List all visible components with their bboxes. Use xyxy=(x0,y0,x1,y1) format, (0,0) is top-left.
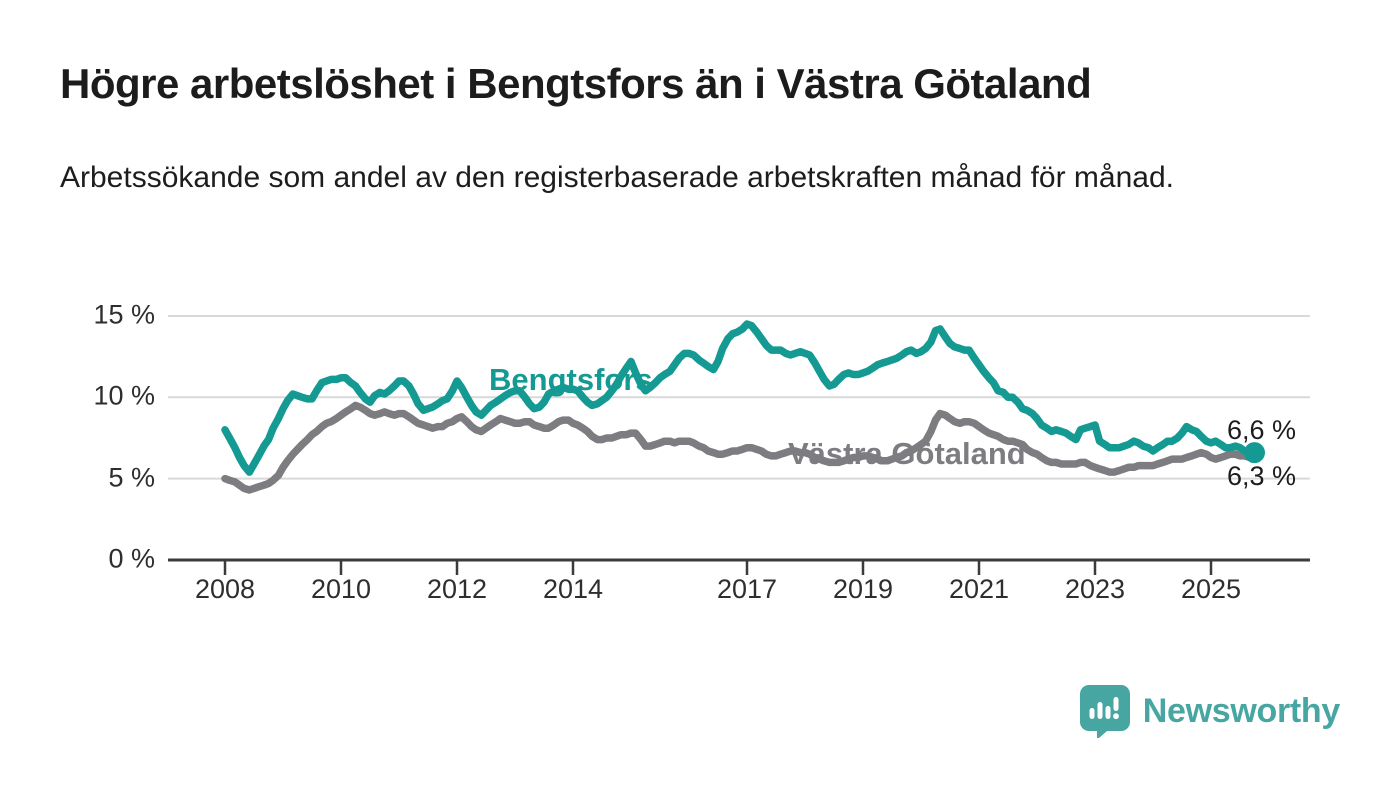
exclamation-dot xyxy=(1112,713,1119,720)
y-tick-label-5: 5 % xyxy=(108,461,155,492)
exclamation-bar xyxy=(1113,697,1119,711)
x-tick-label-2025: 2025 xyxy=(1180,574,1242,604)
end-value-label-vastra-gotaland: 6,3 % xyxy=(1227,461,1297,491)
x-tick-label-2017: 2017 xyxy=(716,574,778,604)
x-tick-label-2014: 2014 xyxy=(542,574,604,604)
end-value-label-bengtsfors: 6,6 % xyxy=(1227,415,1297,445)
series-label-bengtsfors: Bengtsfors xyxy=(489,362,653,397)
y-tick-label-10: 10 % xyxy=(93,380,155,411)
bar-chart-glyph xyxy=(1089,697,1119,720)
x-tick-label-2021: 2021 xyxy=(948,574,1010,604)
chart-subtitle: Arbetssökande som andel av den registerb… xyxy=(60,161,1174,194)
x-tick-label-2010: 2010 xyxy=(310,574,372,604)
series-label-vastra-gotaland: Västra Götaland xyxy=(788,436,1026,471)
speech-bubble-shape xyxy=(1079,685,1130,738)
brand-name: Newsworthy xyxy=(1142,691,1341,730)
series-line-v-stra-g-taland xyxy=(221,401,1259,494)
newsworthy-speech-bubble-icon xyxy=(1079,685,1130,738)
x-tick-label-2012: 2012 xyxy=(426,574,488,604)
x-tick-label-2008: 2008 xyxy=(194,574,256,604)
series-line-bengtsfors xyxy=(221,320,1259,476)
y-tick-label-0: 0 % xyxy=(108,543,155,574)
x-tick-label-2023: 2023 xyxy=(1064,574,1126,604)
x-tick-label-2019: 2019 xyxy=(832,574,894,604)
newsworthy-logo: Newsworthy xyxy=(1079,684,1340,738)
page-title: Högre arbetslöshet i Bengtsfors än i Väs… xyxy=(60,60,1092,107)
latest-value-dot xyxy=(1244,442,1265,464)
y-tick-label-15: 15 % xyxy=(93,299,155,330)
